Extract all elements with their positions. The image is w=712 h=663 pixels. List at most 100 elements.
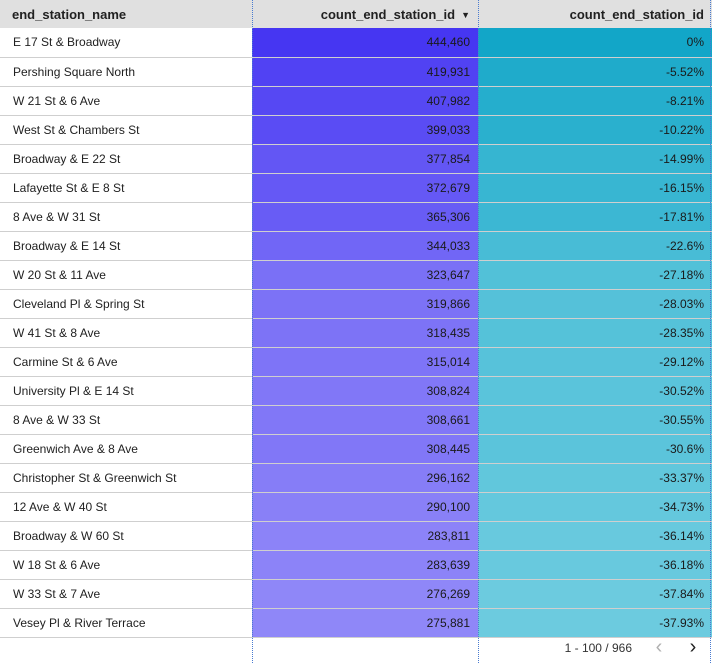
- cell-end-station-name: University Pl & E 14 St: [0, 376, 252, 406]
- table-row[interactable]: Broadway & E 14 St 344,033 -22.6%: [0, 231, 712, 261]
- table-row[interactable]: West St & Chambers St 399,033 -10.22%: [0, 115, 712, 145]
- cell-count: 275,881: [252, 608, 478, 638]
- chevron-left-icon[interactable]: ‹: [655, 636, 663, 658]
- cell-count: 290,100: [252, 492, 478, 522]
- table-row[interactable]: 8 Ave & W 33 St 308,661 -30.55%: [0, 405, 712, 435]
- cell-count-pct: -27.18%: [478, 260, 712, 290]
- cell-count-pct: -33.37%: [478, 463, 712, 493]
- cell-count: 399,033: [252, 115, 478, 145]
- cell-end-station-name: W 33 St & 7 Ave: [0, 579, 252, 609]
- table-row[interactable]: W 33 St & 7 Ave 276,269 -37.84%: [0, 579, 712, 609]
- table-row[interactable]: W 20 St & 11 Ave 323,647 -27.18%: [0, 260, 712, 290]
- cell-end-station-name: 12 Ave & W 40 St: [0, 492, 252, 522]
- sort-descending-icon[interactable]: ▼: [461, 9, 470, 20]
- cell-count: 318,435: [252, 318, 478, 348]
- cell-count-pct: -34.73%: [478, 492, 712, 522]
- cell-count: 365,306: [252, 202, 478, 232]
- pagination-label: 1 - 100 / 966: [564, 641, 632, 655]
- header-label: end_station_name: [12, 6, 127, 22]
- cell-end-station-name: Cleveland Pl & Spring St: [0, 289, 252, 319]
- cell-count-pct: -37.84%: [478, 579, 712, 609]
- table-row[interactable]: Carmine St & 6 Ave 315,014 -29.12%: [0, 347, 712, 377]
- cell-end-station-name: Carmine St & 6 Ave: [0, 347, 252, 377]
- table-row[interactable]: 8 Ave & W 31 St 365,306 -17.81%: [0, 202, 712, 232]
- table-row[interactable]: Vesey Pl & River Terrace 275,881 -37.93%: [0, 608, 712, 638]
- column-divider: [478, 0, 479, 663]
- cell-end-station-name: Broadway & E 22 St: [0, 144, 252, 174]
- cell-count: 283,639: [252, 550, 478, 580]
- cell-count-pct: 0%: [478, 28, 712, 58]
- cell-count: 444,460: [252, 28, 478, 58]
- cell-count: 308,661: [252, 405, 478, 435]
- cell-count-pct: -36.18%: [478, 550, 712, 580]
- cell-count-pct: -30.6%: [478, 434, 712, 464]
- header-count-end-station-id-pct[interactable]: count_end_station_id: [478, 0, 712, 28]
- table-row[interactable]: 12 Ave & W 40 St 290,100 -34.73%: [0, 492, 712, 522]
- cell-count-pct: -36.14%: [478, 521, 712, 551]
- cell-count-pct: -16.15%: [478, 173, 712, 203]
- cell-end-station-name: 8 Ave & W 33 St: [0, 405, 252, 435]
- cell-count: 319,866: [252, 289, 478, 319]
- cell-count: 344,033: [252, 231, 478, 261]
- cell-end-station-name: W 20 St & 11 Ave: [0, 260, 252, 290]
- cell-count: 276,269: [252, 579, 478, 609]
- cell-count-pct: -8.21%: [478, 86, 712, 116]
- cell-count: 308,445: [252, 434, 478, 464]
- cell-end-station-name: Pershing Square North: [0, 57, 252, 87]
- cell-end-station-name: E 17 St & Broadway: [0, 28, 252, 58]
- cell-end-station-name: Broadway & E 14 St: [0, 231, 252, 261]
- header-row: end_station_name count_end_station_id ▼ c…: [0, 0, 712, 28]
- header-count-end-station-id[interactable]: count_end_station_id ▼: [252, 0, 478, 28]
- table-row[interactable]: W 21 St & 6 Ave 407,982 -8.21%: [0, 86, 712, 116]
- cell-end-station-name: W 18 St & 6 Ave: [0, 550, 252, 580]
- table-row[interactable]: W 18 St & 6 Ave 283,639 -36.18%: [0, 550, 712, 580]
- cell-count-pct: -22.6%: [478, 231, 712, 261]
- table-row[interactable]: University Pl & E 14 St 308,824 -30.52%: [0, 376, 712, 406]
- table-row[interactable]: W 41 St & 8 Ave 318,435 -28.35%: [0, 318, 712, 348]
- cell-end-station-name: 8 Ave & W 31 St: [0, 202, 252, 232]
- cell-count: 372,679: [252, 173, 478, 203]
- column-divider: [252, 0, 253, 663]
- cell-count-pct: -37.93%: [478, 608, 712, 638]
- cell-count: 308,824: [252, 376, 478, 406]
- cell-count-pct: -17.81%: [478, 202, 712, 232]
- table-row[interactable]: Broadway & E 22 St 377,854 -14.99%: [0, 144, 712, 174]
- cell-end-station-name: W 41 St & 8 Ave: [0, 318, 252, 348]
- cell-end-station-name: Greenwich Ave & 8 Ave: [0, 434, 252, 464]
- header-end-station-name[interactable]: end_station_name: [0, 0, 252, 28]
- chevron-right-icon[interactable]: ›: [689, 636, 697, 658]
- cell-end-station-name: Christopher St & Greenwich St: [0, 463, 252, 493]
- table-row[interactable]: Greenwich Ave & 8 Ave 308,445 -30.6%: [0, 434, 712, 464]
- cell-count-pct: -29.12%: [478, 347, 712, 377]
- cell-end-station-name: Broadway & W 60 St: [0, 521, 252, 551]
- cell-end-station-name: West St & Chambers St: [0, 115, 252, 145]
- cell-end-station-name: Vesey Pl & River Terrace: [0, 608, 252, 638]
- cell-count-pct: -14.99%: [478, 144, 712, 174]
- header-label: count_end_station_id: [320, 6, 456, 22]
- pagination-bar: 1 - 100 / 966 ‹ ›: [0, 634, 712, 663]
- cell-end-station-name: Lafayette St & E 8 St: [0, 173, 252, 203]
- cell-count-pct: -28.35%: [478, 318, 712, 348]
- table-row[interactable]: Christopher St & Greenwich St 296,162 -33.…: [0, 463, 712, 493]
- table-row[interactable]: Lafayette St & E 8 St 372,679 -16.15%: [0, 173, 712, 203]
- cell-end-station-name: W 21 St & 6 Ave: [0, 86, 252, 116]
- table-row[interactable]: Cleveland Pl & Spring St 319,866 -28.03%: [0, 289, 712, 319]
- header-label: count_end_station_id: [569, 6, 704, 22]
- cell-count: 407,982: [252, 86, 478, 116]
- column-divider: [710, 0, 711, 663]
- table-grid: end_station_name count_end_station_id ▼ c…: [0, 0, 712, 638]
- cell-count: 419,931: [252, 57, 478, 87]
- cell-count: 377,854: [252, 144, 478, 174]
- cell-count-pct: -5.52%: [478, 57, 712, 87]
- table-row[interactable]: Broadway & W 60 St 283,811 -36.14%: [0, 521, 712, 551]
- cell-count: 315,014: [252, 347, 478, 377]
- cell-count-pct: -30.55%: [478, 405, 712, 435]
- table-row[interactable]: Pershing Square North 419,931 -5.52%: [0, 57, 712, 87]
- cell-count: 296,162: [252, 463, 478, 493]
- table-row[interactable]: E 17 St & Broadway 444,460 0%: [0, 28, 712, 58]
- cell-count-pct: -28.03%: [478, 289, 712, 319]
- table-body: E 17 St & Broadway 444,460 0% Pershing Squa…: [0, 28, 712, 638]
- cell-count: 323,647: [252, 260, 478, 290]
- cell-count: 283,811: [252, 521, 478, 551]
